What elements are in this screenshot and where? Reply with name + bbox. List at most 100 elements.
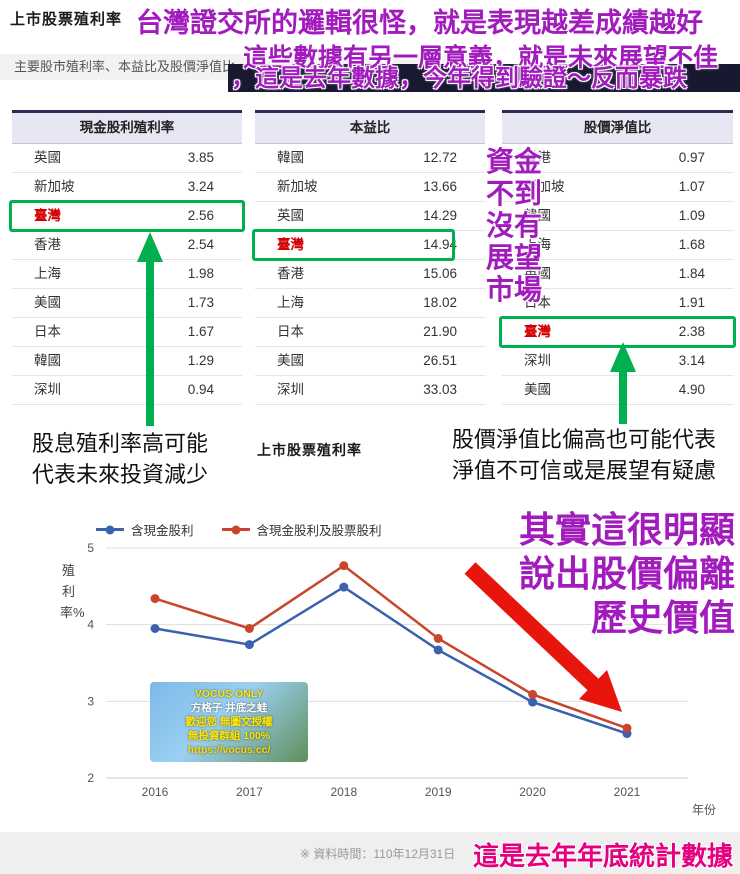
table-row: 新加坡 1.07 (502, 173, 733, 202)
table-row-taiwan-highlighted: 臺灣 2.56 (9, 200, 245, 232)
table-row: 香港 0.97 (502, 144, 733, 173)
market-name: 美國 (524, 382, 551, 397)
svg-text:2021: 2021 (614, 785, 641, 799)
watermark-line: https://vocus.cc/ (187, 743, 271, 756)
market-value: 3.24 (187, 179, 214, 194)
market-name: 韓國 (524, 208, 551, 223)
market-value: 14.29 (423, 208, 457, 223)
table-row: 美國 1.73 (12, 289, 242, 318)
market-value: 0.97 (678, 150, 705, 165)
annotation-dark-band (228, 64, 740, 92)
note-line: 淨值不可信或是展望有疑慮 (452, 458, 717, 483)
vertical-line: 不到 (486, 178, 543, 209)
table-row: 韓國 1.09 (502, 202, 733, 231)
svg-text:2: 2 (87, 771, 94, 785)
table-row: 英國 3.85 (12, 144, 242, 173)
chart-legend: 含現金股利 含現金股利及股票股利 (96, 520, 382, 539)
legend-item-cash-dividend: 含現金股利 (96, 520, 194, 539)
market-value: 4.90 (678, 382, 705, 397)
market-name: 臺灣 (277, 237, 304, 252)
market-name: 英國 (524, 266, 551, 281)
table-row: 深圳 33.03 (255, 376, 485, 405)
svg-text:2019: 2019 (425, 785, 452, 799)
note-line: 歷史價值 (590, 597, 735, 638)
footer-band (0, 832, 740, 874)
table-row: 香港 2.54 (12, 231, 242, 260)
market-name: 深圳 (34, 382, 61, 397)
watermark-line: 無投資群組 100% (187, 729, 271, 742)
market-value: 15.06 (423, 266, 457, 281)
table-row: 上海 1.98 (12, 260, 242, 289)
annotation-right-note: 股價淨值比偏高也可能代表 淨值不可信或是展望有疑慮 (452, 424, 716, 486)
subtitle-text: 主要股市殖利率、本益比及股價淨值比 (14, 59, 236, 74)
vocus-watermark-image: VOCUS ONLY 方格子 井底之蛙 歡迎您 無圖文授權 無投資群組 100% htt… (150, 682, 308, 762)
vertical-line: 資金 (486, 146, 543, 177)
market-name: 新加坡 (524, 179, 565, 194)
market-name: 日本 (524, 295, 551, 310)
legend-label: 含現金股利 (131, 524, 194, 538)
watermark-line: 方格子 井底之蛙 (190, 701, 268, 714)
annotation-bottom: 這是去年年底統計數據 (472, 841, 733, 871)
section2-title: 上市股票殖利率 (257, 442, 362, 458)
market-name: 香港 (524, 150, 551, 165)
market-value: 12.72 (423, 150, 457, 165)
y-axis-label: 殖利率% (60, 563, 85, 620)
note-line: 其實這很明顯 (518, 509, 735, 550)
market-value: 26.51 (423, 353, 457, 368)
svg-text:4: 4 (87, 618, 94, 632)
annotation-left-note: 股息殖利率高可能 代表未來投資減少 (32, 428, 208, 490)
table-row: 上海 1.68 (502, 231, 733, 260)
annotation-second-line1: 這些數據有另一層意義，就是未來展望不佳 (243, 44, 719, 72)
market-name: 香港 (34, 237, 61, 252)
market-name: 臺灣 (34, 208, 61, 223)
market-value: 1.98 (187, 266, 214, 281)
market-value: 1.29 (187, 353, 214, 368)
annotation-vertical-capital: 資金 不到 沒有 展望 市場 (486, 146, 542, 306)
table-row: 日本 21.90 (255, 318, 485, 347)
svg-text:2018: 2018 (330, 785, 357, 799)
market-value: 1.07 (678, 179, 705, 194)
table-row-taiwan-highlighted: 臺灣 14.94 (252, 229, 485, 261)
table-row: 香港 15.06 (255, 260, 485, 289)
note-line: 股價淨值比偏高也可能代表 (452, 427, 717, 452)
market-value: 1.91 (678, 295, 705, 310)
annotation-second-line2: ，這是去年數據，今年得到驗證～反而暴跌 (231, 65, 687, 92)
market-value: 1.67 (187, 324, 214, 339)
watermark-line: VOCUS ONLY (194, 687, 264, 700)
table-cash-dividend-yield: 現金股利殖利率 英國 3.85 新加坡 3.24 臺灣 2.56 香港 2.54 上海 1.98 美… (9, 110, 245, 405)
market-value: 18.02 (423, 295, 457, 310)
table-body: 英國 3.85 新加坡 3.24 臺灣 2.56 香港 2.54 上海 1.98 美國 1.73 日本 1… (9, 144, 245, 405)
market-value: 3.14 (678, 353, 705, 368)
market-name: 臺灣 (524, 324, 551, 339)
svg-text:3: 3 (87, 694, 94, 708)
table-row: 深圳 0.94 (12, 376, 242, 405)
annotation-top: 台灣證交所的邏輯很怪，就是表現越差成績越好 (136, 8, 703, 38)
svg-text:2016: 2016 (142, 785, 169, 799)
table-row-taiwan-highlighted: 臺灣 2.38 (499, 316, 736, 348)
market-value: 33.03 (423, 382, 457, 397)
legend-swatch-red (221, 525, 250, 534)
watermark-line: 歡迎您 無圖文授權 (185, 715, 273, 728)
table-row: 日本 1.67 (12, 318, 242, 347)
market-name: 韓國 (277, 150, 304, 165)
page-title: 上市股票殖利率 (10, 11, 123, 28)
market-name: 上海 (524, 237, 551, 252)
market-name: 美國 (277, 353, 304, 368)
table-body: 韓國 12.72 新加坡 13.66 英國 14.29 臺灣 14.94 香港 15.06 上海 18… (252, 144, 485, 405)
market-name: 深圳 (524, 353, 551, 368)
market-value: 1.68 (678, 237, 705, 252)
table-pe-ratio: 本益比 韓國 12.72 新加坡 13.66 英國 14.29 臺灣 14.94 香港 15.06… (252, 110, 485, 405)
market-value: 0.94 (187, 382, 214, 397)
legend-item-cash-and-stock-dividend: 含現金股利及股票股利 (221, 520, 382, 539)
table-header: 本益比 (255, 110, 485, 144)
table-pb-ratio: 股價淨值比 香港 0.97 新加坡 1.07 韓國 1.09 上海 1.68 英國 1.84 日本 1… (499, 110, 736, 405)
svg-text:2020: 2020 (519, 785, 546, 799)
market-value: 3.85 (187, 150, 214, 165)
market-name: 上海 (34, 266, 61, 281)
table-row: 新加坡 13.66 (255, 173, 485, 202)
note-line: 股息殖利率高可能 (32, 431, 209, 456)
market-value: 1.73 (187, 295, 214, 310)
market-name: 美國 (34, 295, 61, 310)
vertical-line: 市場 (486, 274, 543, 305)
